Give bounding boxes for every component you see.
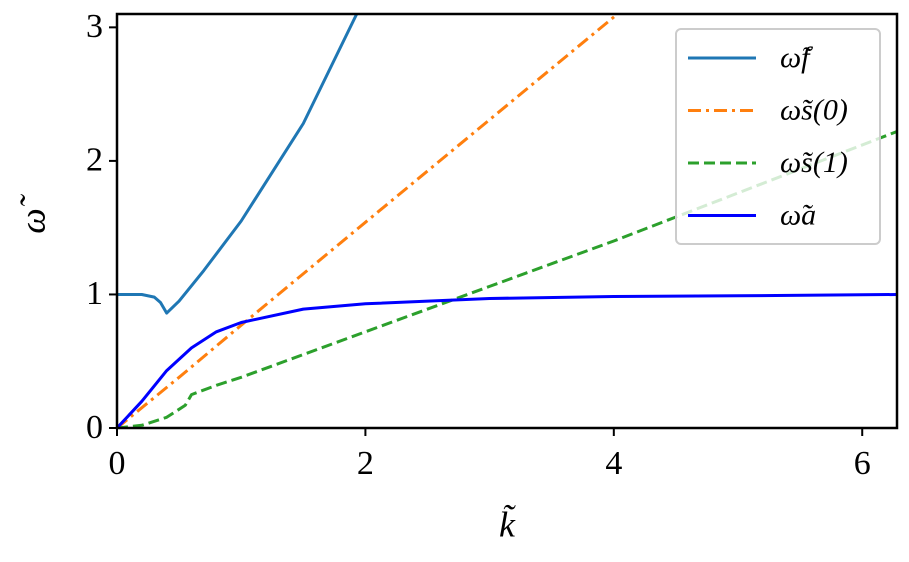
plot-frame: [115, 12, 899, 430]
x-axis-label: k̃: [499, 504, 516, 544]
plot-lines: [117, 14, 897, 428]
y-tick-label: 1: [86, 275, 103, 312]
series-line: [117, 293, 897, 428]
y-axis-label: ω̃: [12, 193, 52, 233]
series-line: [117, 14, 359, 315]
y-tick-label: 2: [86, 142, 103, 179]
x-tick-label: 2: [357, 445, 374, 482]
legend-label: ω̃s(1): [780, 146, 848, 179]
legend-label: ω̃f: [780, 41, 813, 74]
legend-label: ω̃a: [780, 198, 816, 231]
x-tick-label: 0: [109, 445, 126, 482]
y-tick-label: 3: [86, 8, 103, 45]
legend-label: ω̃s(0): [780, 93, 848, 126]
series-line: [117, 14, 619, 428]
legend-box: [675, 28, 881, 245]
y-tick-label: 0: [86, 409, 103, 446]
x-tick-label: 6: [854, 445, 871, 482]
x-tick-label: 4: [605, 445, 622, 482]
